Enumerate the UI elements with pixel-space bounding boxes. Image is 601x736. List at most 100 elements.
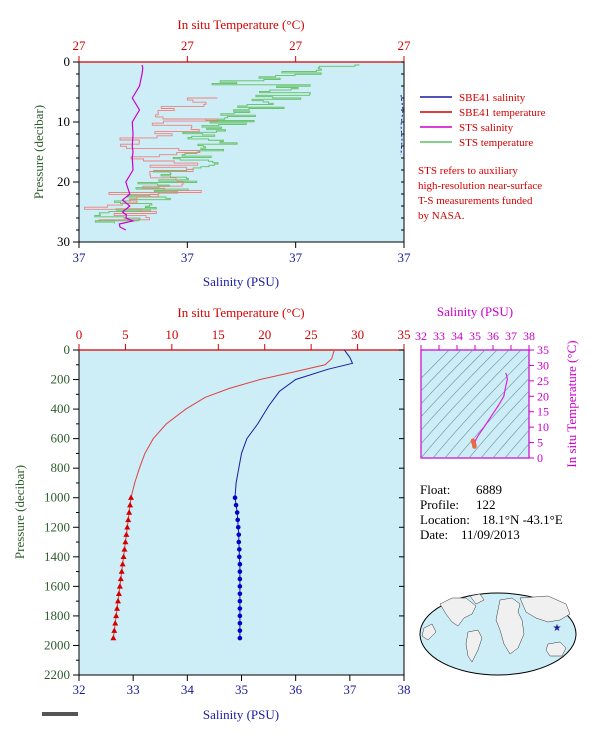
ts-temperature-tick-label: 30	[537, 358, 549, 372]
main-pressure-tick-label: 200	[51, 372, 71, 387]
temperature-point	[120, 553, 127, 560]
salinity-point	[237, 547, 242, 552]
ts-salinity-tick-label: 38	[523, 329, 535, 343]
density-contour	[456, 378, 529, 458]
asia-shape	[519, 595, 571, 623]
main-salinity-tick-label: 36	[289, 682, 303, 697]
main-salinity-axis-title: Salinity (PSU)	[203, 707, 279, 722]
south-america-shape	[465, 629, 483, 663]
temperature-point	[126, 509, 133, 515]
main-temperature-ticks: 0 5 10 15 20 25 30 35	[76, 327, 411, 350]
top-panel: In situ Temperature (°C) 27 27 27 27 37 37 37…	[31, 17, 411, 289]
temperature-point	[124, 524, 131, 530]
salinity-point	[237, 606, 243, 611]
legend-item-sts-temperature: STS temperature	[420, 137, 533, 149]
main-temperature-tick-label: 25	[305, 327, 318, 342]
density-contour	[421, 350, 486, 418]
salinity-point	[237, 635, 243, 641]
location-value: 18.1°N -43.1°E	[482, 512, 563, 527]
top-pressure-tick-label: 20	[57, 174, 70, 189]
temperature-point	[113, 612, 120, 619]
float-value: 6889	[476, 482, 502, 497]
density-contour	[421, 350, 498, 431]
ts-temperature-tick-label: 35	[537, 343, 549, 357]
float-label: Float:	[420, 482, 450, 497]
main-pressure-tick-label: 400	[51, 401, 71, 416]
location-label: Location:	[420, 512, 470, 527]
main-pressure-tick-label: 2200	[44, 667, 70, 682]
salinity-point	[232, 495, 238, 501]
map-continents	[421, 593, 571, 663]
date-value: 11/09/2013	[461, 527, 520, 542]
top-pressure-tick-label: 30	[57, 234, 70, 249]
density-contour	[432, 353, 529, 458]
ts-salinity-tick-label: 37	[505, 329, 517, 343]
ts-salinity-tick-label: 34	[451, 329, 463, 343]
main-salinity-tick-label: 32	[73, 682, 86, 697]
ts-salinity-tick-label: 36	[487, 329, 499, 343]
main-salinity-tick-label: 35	[235, 682, 248, 697]
top-temperature-ticks: 27 27 27 27	[73, 38, 412, 62]
temperature-point	[114, 605, 121, 611]
main-pressure-axis-title: Pressure (decibar)	[12, 465, 27, 559]
main-pressure-tick-label: 800	[51, 460, 71, 475]
ts-salinity-tick-label: 33	[433, 329, 445, 343]
sts-note-line: by NASA.	[418, 210, 465, 222]
top-salinity-tick-label: 37	[289, 250, 303, 265]
density-contour	[421, 350, 462, 392]
temperature-point	[110, 634, 117, 641]
temperature-profile-line	[112, 349, 335, 639]
main-temperature-tick-label: 30	[351, 327, 364, 342]
salinity-point	[237, 628, 243, 633]
main-temperature-tick-label: 0	[76, 327, 83, 342]
top-temperature-tick-label: 27	[398, 38, 412, 53]
main-temperature-tick-label: 5	[122, 327, 129, 342]
salinity-point	[237, 584, 243, 589]
main-temperature-tick-label: 10	[165, 327, 178, 342]
main-pressure-tick-label: 0	[64, 342, 71, 357]
temperature-point	[115, 597, 121, 604]
top-salinity-ticks: 37 37 37 37	[73, 242, 412, 265]
legend-item-sbe41-temperature: SBE41 temperature	[420, 107, 546, 119]
profile-label: Profile:	[420, 497, 459, 512]
main-pressure-tick-label: 1400	[44, 549, 70, 564]
ts-deep-point	[472, 444, 477, 449]
density-contour	[421, 350, 450, 379]
top-pressure-axis-title: Pressure (decibar)	[31, 105, 46, 199]
salinity-point	[235, 517, 241, 523]
ts-traces	[470, 372, 509, 449]
temperature-point	[119, 561, 126, 567]
svg-text:SBE41 temperature: SBE41 temperature	[459, 107, 546, 119]
main-temperature-tick-label: 35	[398, 327, 411, 342]
density-contour	[492, 416, 529, 458]
top-salinity-tick-label: 37	[398, 250, 412, 265]
top-pressure-tick-label: 0	[64, 54, 71, 69]
density-contour	[480, 403, 529, 458]
main-temperature-axis-title: In situ Temperature (°C)	[177, 305, 304, 320]
main-panel: In situ Temperature (°C) 0 5 10 15 20 25 30 35 …	[12, 305, 411, 722]
main-salinity-ticks: 32 33 34 35 36 37 38	[73, 675, 411, 697]
salinity-point	[237, 620, 243, 626]
ts-temperature-axis-title: In situ Temperature (°C)	[564, 340, 579, 467]
sts-note-line: high-resolution near-surface	[418, 180, 542, 192]
salinity-point	[237, 569, 243, 574]
float-info: Float: 6889 Profile: 122 Location: 18.1°…	[420, 482, 563, 542]
sts-salinity-line	[118, 64, 144, 231]
ts-temperature-tick-label: 15	[537, 405, 549, 419]
ts-temperature-tick-label: 25	[537, 374, 549, 388]
profile-value: 122	[476, 497, 496, 512]
ts-salinity-tick-label: 35	[469, 329, 481, 343]
top-pressure-ticks: 0 10 20 30	[57, 54, 404, 249]
west-pacific-shape	[421, 623, 437, 641]
legend: SBE41 salinity SBE41 temperature STS sal…	[420, 92, 546, 149]
top-temperature-tick-label: 27	[289, 38, 303, 53]
sts-note-line: STS refers to auxiliary	[418, 165, 518, 177]
main-salinity-tick-label: 37	[343, 682, 357, 697]
temperature-point	[128, 494, 134, 500]
main-traces	[110, 349, 354, 641]
greenland-shape	[469, 593, 485, 605]
density-contour	[421, 350, 522, 458]
salinity-point	[236, 539, 242, 545]
temperature-point	[125, 516, 132, 523]
